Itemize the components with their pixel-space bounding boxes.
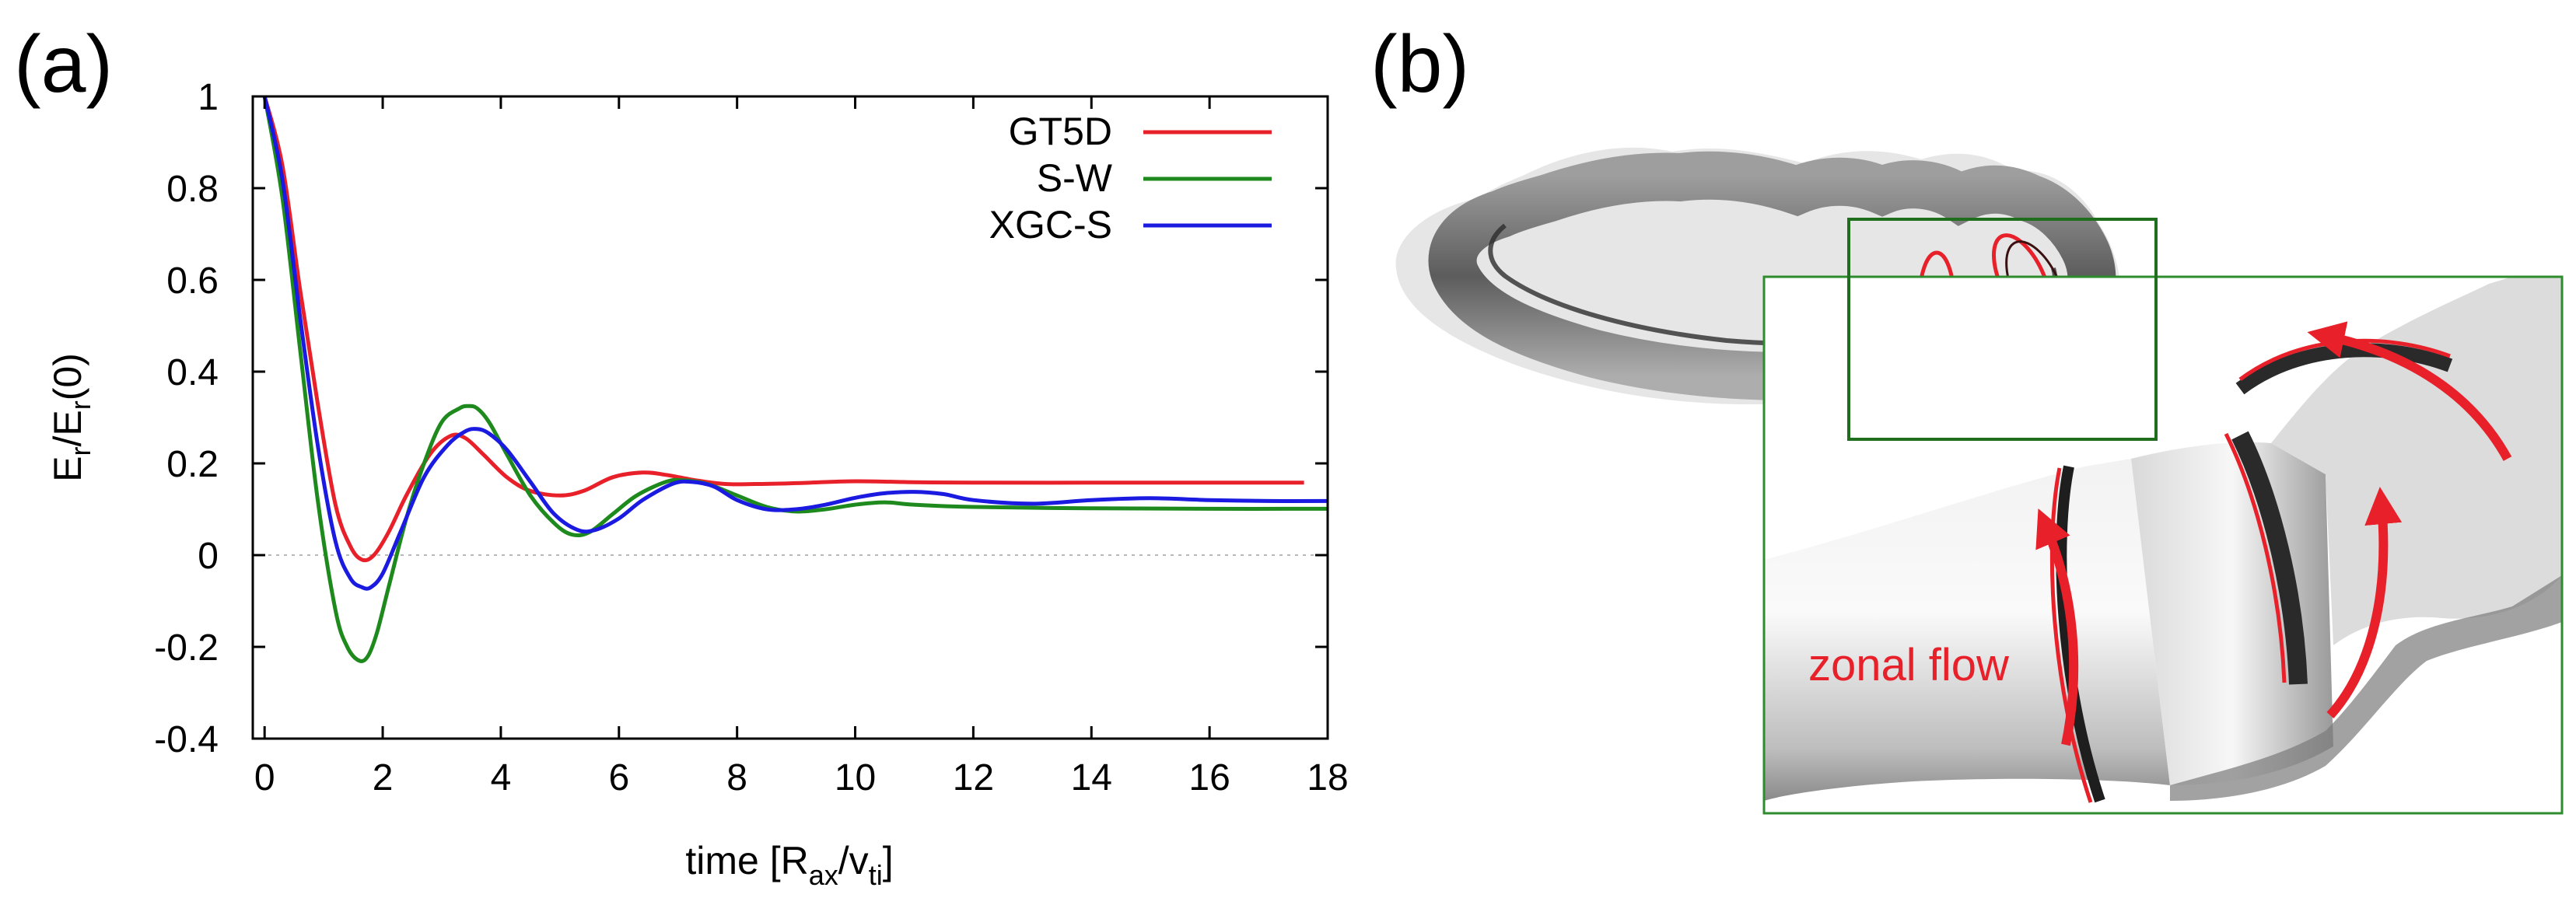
- inset-tube-twist: [2271, 277, 2562, 645]
- x-tick-label-2: 4: [491, 757, 512, 798]
- x-tick-label-0: 0: [254, 757, 275, 798]
- y-tick-label-1: -0.2: [154, 627, 219, 669]
- zoom-inset: zonal flow: [1762, 275, 2564, 815]
- x-tick-label-9: 18: [1307, 757, 1348, 798]
- legend-label-xgc-s: XGC-S: [989, 203, 1112, 246]
- inset-frame: [1762, 275, 2564, 815]
- y-tick-label-6: 0.8: [166, 169, 219, 210]
- chart-a: 0 2 4 6 8 10 12 14 16 18 -0.4 -0.2 0 0.2 0.4 0.6 0.8 1 Er…: [46, 77, 1349, 891]
- series-line-xgc-s: [262, 96, 1328, 591]
- y-tick-label-0: -0.4: [154, 719, 219, 760]
- zonal-flow-arrow-3: [2307, 321, 2512, 461]
- zonal-flow-label: zonal flow: [1808, 640, 2010, 690]
- plot-frame: [251, 95, 1329, 740]
- inset-tube-shadow: [2170, 575, 2562, 801]
- torus-body: [1428, 151, 2116, 400]
- x-tick-label-8: 16: [1188, 757, 1230, 798]
- zoom-source-box: [1847, 218, 2158, 441]
- legend-label-s-w: S-W: [1037, 156, 1113, 200]
- legend: GT5D S-W XGC-S: [989, 110, 1272, 246]
- zonal-flow-arrow-2: [2326, 487, 2403, 719]
- y-tick-label-2: 0: [198, 536, 219, 577]
- x-axis-label: time [Rax/vti]: [685, 839, 893, 891]
- series-line-gt5d: [262, 96, 1304, 563]
- inset-ring-2-edge: [2224, 432, 2287, 683]
- x-tick-label-5: 10: [835, 757, 876, 798]
- panel-label-b: (b): [1370, 19, 1469, 110]
- zonal-flow-arrow-1: [2035, 508, 2079, 746]
- x-tick-label-3: 6: [608, 757, 629, 798]
- y-tick-label-4: 0.4: [166, 352, 219, 393]
- tick-layer: 0 2 4 6 8 10 12 14 16 18 -0.4 -0.2 0 0.2 0.4 0.6 0.8 1: [154, 77, 1348, 798]
- series-layer: [262, 96, 1328, 663]
- legend-label-gt5d: GT5D: [1009, 110, 1112, 153]
- inset-ring-1-edge: [2049, 467, 2093, 803]
- x-tick-label-6: 12: [953, 757, 994, 798]
- x-tick-label-7: 14: [1071, 757, 1112, 798]
- series-line-s-w: [262, 96, 1328, 663]
- inset-ring-1: [2056, 465, 2105, 803]
- y-tick-label-3: 0.2: [166, 444, 219, 485]
- y-axis-label: Er/Er(0): [46, 353, 96, 482]
- x-tick-label-4: 8: [726, 757, 747, 798]
- panel-label-a: (a): [14, 19, 113, 110]
- y-tick-label-7: 1: [198, 77, 219, 118]
- x-tick-label-1: 2: [373, 757, 394, 798]
- y-tick-label-5: 0.6: [166, 260, 219, 302]
- inset-ring-2: [2231, 431, 2308, 685]
